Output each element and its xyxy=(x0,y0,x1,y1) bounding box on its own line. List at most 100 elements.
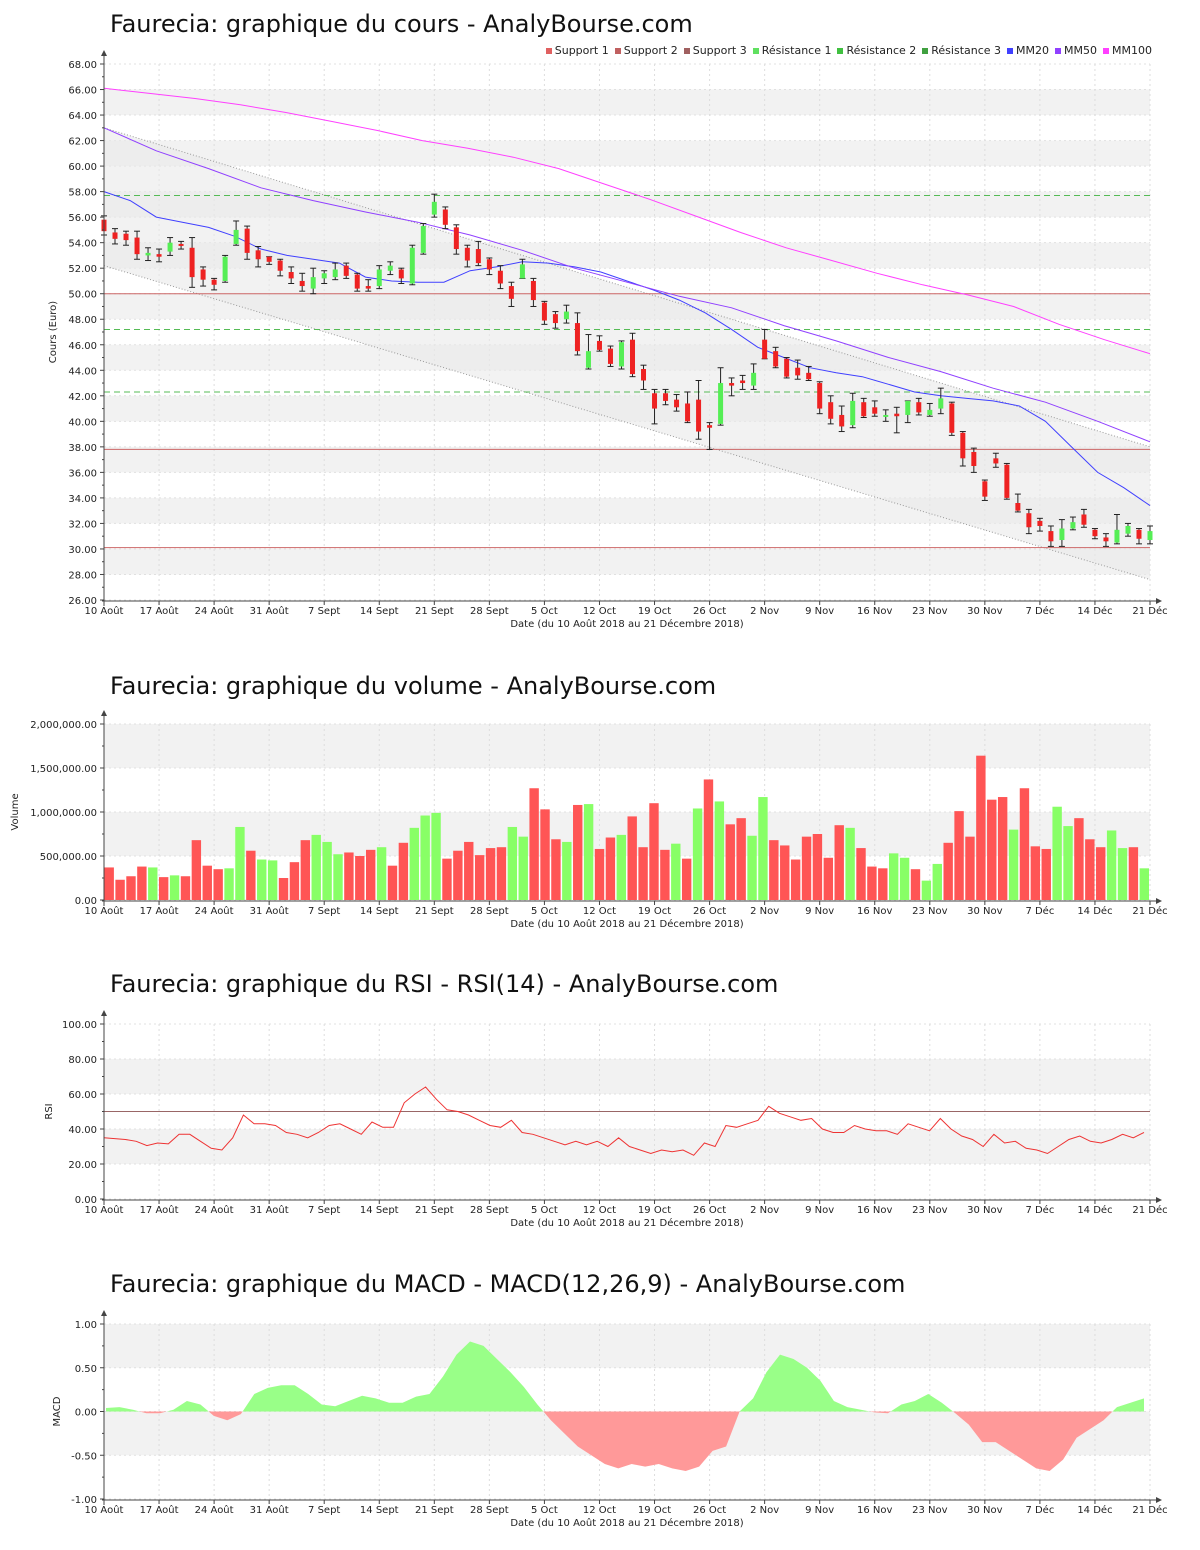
x-tick-label: 14 Sept xyxy=(360,1205,399,1216)
candle-body xyxy=(1103,537,1109,542)
candle-body xyxy=(729,383,735,386)
volume-bar xyxy=(398,842,409,900)
y-tick-label: 52.00 xyxy=(68,264,97,275)
grid-band xyxy=(104,548,1150,575)
candle-body xyxy=(134,237,140,255)
candle-body xyxy=(618,342,624,367)
x-tick-label: 10 Août xyxy=(85,1204,124,1216)
candle-body xyxy=(486,259,492,270)
x-tick-label: 2 Nov xyxy=(750,1505,779,1516)
volume-chart-title: Faurecia: graphique du volume - AnalyBou… xyxy=(110,672,717,700)
candle-body xyxy=(894,413,900,417)
candle-body xyxy=(641,369,647,381)
x-tick-label: 14 Déc xyxy=(1077,1204,1112,1216)
legend-item: Support 3 xyxy=(683,44,747,57)
candle-body xyxy=(872,407,878,414)
volume-bar xyxy=(594,848,605,900)
candle-body xyxy=(1070,522,1076,529)
volume-bar xyxy=(812,834,823,900)
macd-positive-area xyxy=(739,1354,870,1412)
x-tick-label: 9 Nov xyxy=(805,606,834,617)
x-tick-label: 30 Nov xyxy=(967,1505,1003,1516)
grid-band xyxy=(104,1324,1150,1368)
candle-body xyxy=(475,249,481,264)
volume-bar xyxy=(344,852,354,900)
legend-label: Résistance 1 xyxy=(761,44,832,57)
volume-bar xyxy=(1096,847,1106,900)
x-tick-label: 21 Déc xyxy=(1132,1204,1167,1216)
candle-body xyxy=(784,358,790,377)
x-tick-label: 28 Sept xyxy=(470,1205,509,1216)
candle-body xyxy=(266,256,272,262)
candle-body xyxy=(927,409,933,415)
candle-body xyxy=(795,367,801,376)
x-tick-label: 16 Nov xyxy=(857,1205,893,1216)
candle-body xyxy=(123,233,129,241)
candle-body xyxy=(420,226,426,253)
x-tick-label: 10 Août xyxy=(85,1504,124,1516)
volume-bar xyxy=(616,834,626,900)
macd-panel: Faurecia: graphique du MACD - MACD(12,26… xyxy=(0,1260,1200,1550)
y-tick-label: 68.00 xyxy=(68,60,97,71)
candle-body xyxy=(916,402,922,413)
volume-bar xyxy=(856,848,866,900)
candle-body xyxy=(1114,529,1120,543)
candle-body xyxy=(971,451,977,466)
y-tick-label: 36.00 xyxy=(68,468,97,479)
volume-bar xyxy=(1106,830,1117,900)
y-tick-label: 40.00 xyxy=(68,1125,97,1136)
x-tick-label: 23 Nov xyxy=(912,606,948,617)
volume-bar xyxy=(878,868,888,900)
x-axis-label: Date (du 10 Août 2018 au 21 Décembre 201… xyxy=(510,918,743,930)
volume-bar xyxy=(1030,846,1041,900)
y-axis-label: Volume xyxy=(10,793,21,830)
candle-body xyxy=(288,272,294,279)
candle-body xyxy=(343,265,349,276)
volume-bar xyxy=(649,803,659,900)
x-tick-label: 19 Oct xyxy=(638,1205,671,1216)
y-tick-label: 2,000,000.00 xyxy=(30,720,97,731)
y-tick-label: 44.00 xyxy=(68,366,97,377)
x-tick-label: 7 Déc xyxy=(1025,1504,1054,1516)
price-legend: Support 1 Support 2 Support 3 Résistance 1 R… xyxy=(545,44,1152,57)
legend-item: Résistance 3 xyxy=(922,44,1001,57)
x-tick-label: 14 Sept xyxy=(360,1505,399,1516)
volume-bar xyxy=(692,808,703,900)
channel-lower-line xyxy=(103,265,1151,581)
rsi-panel: Faurecia: graphique du RSI - RSI(14) - A… xyxy=(0,960,1200,1250)
rsi-line xyxy=(103,1086,1145,1156)
x-axis-label: Date (du 10 Août 2018 au 21 Décembre 201… xyxy=(510,1517,743,1529)
volume-chart: 0.00 500,000.00 1,000,000.00 1,500,000.00 2,… xyxy=(10,710,1168,930)
candle-body xyxy=(1015,503,1021,511)
volume-bar xyxy=(355,856,365,900)
legend-label: Support 3 xyxy=(692,44,747,57)
x-tick-label: 23 Nov xyxy=(912,1205,948,1216)
candle-body xyxy=(178,243,184,246)
volume-bar xyxy=(235,826,245,900)
volume-bar xyxy=(485,848,496,900)
volume-bar xyxy=(1052,806,1062,900)
x-tick-label: 17 Août xyxy=(140,605,179,617)
candle-body xyxy=(685,403,691,422)
candle-body xyxy=(960,432,966,459)
volume-bar xyxy=(202,865,212,900)
volume-bar xyxy=(889,853,899,900)
candle-body xyxy=(740,380,746,384)
volume-bar xyxy=(899,857,910,900)
volume-bar xyxy=(376,847,387,900)
y-tick-label: 80.00 xyxy=(68,1055,97,1066)
y-tick-label: 28.00 xyxy=(68,570,97,581)
y-tick-label: 58.00 xyxy=(68,188,97,199)
y-tick-label: 48.00 xyxy=(68,315,97,326)
x-tick-label: 31 Août xyxy=(250,1204,289,1216)
x-tick-label: 5 Oct xyxy=(531,606,558,617)
x-tick-label: 30 Nov xyxy=(967,1205,1003,1216)
mm50-line xyxy=(103,127,1151,443)
x-tick-label: 21 Déc xyxy=(1132,605,1167,617)
volume-bar xyxy=(583,804,594,900)
x-tick-label: 21 Sept xyxy=(415,606,454,617)
x-tick-label: 14 Déc xyxy=(1077,605,1112,617)
volume-bar xyxy=(725,824,735,900)
candle-body xyxy=(222,256,228,281)
macd-positive-area xyxy=(166,1401,209,1412)
